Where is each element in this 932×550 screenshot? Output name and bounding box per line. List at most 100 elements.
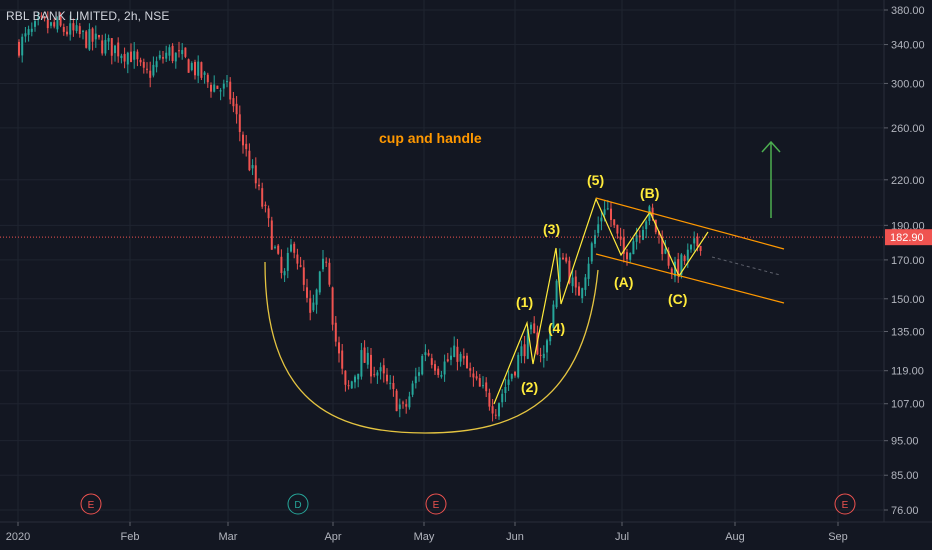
candle	[677, 252, 680, 283]
candle	[43, 16, 46, 22]
wave-label: (A)	[614, 274, 633, 290]
candle	[325, 257, 328, 267]
candle	[546, 338, 548, 361]
candle	[661, 230, 664, 261]
candle	[94, 25, 97, 48]
candle	[299, 256, 302, 268]
candle	[347, 380, 350, 390]
candle	[699, 245, 702, 256]
candle	[46, 11, 49, 34]
candle	[24, 26, 27, 43]
candle	[40, 12, 43, 20]
wave-label: (C)	[668, 291, 687, 307]
arrow-up-icon	[761, 140, 781, 218]
candle	[126, 51, 129, 74]
candle	[427, 349, 430, 357]
candle	[443, 354, 446, 382]
time-tick-label: Jul	[615, 531, 629, 543]
candle	[494, 409, 497, 420]
candle	[632, 237, 635, 255]
candle	[88, 23, 91, 51]
candle	[190, 61, 193, 72]
candle	[386, 368, 388, 385]
candle	[379, 362, 382, 380]
candle	[526, 327, 529, 360]
candle	[488, 388, 491, 411]
candle	[34, 19, 36, 32]
candle	[251, 159, 254, 176]
candle	[267, 205, 270, 227]
price-axis[interactable]: 380.00340.00300.00260.00220.00190.00170.…	[883, 0, 932, 550]
candle	[530, 322, 532, 335]
candle	[248, 143, 251, 172]
candle	[200, 61, 203, 80]
candle	[482, 376, 484, 389]
candle	[242, 131, 244, 154]
time-tick-label: Apr	[324, 531, 341, 543]
candle	[459, 351, 462, 367]
candle	[280, 249, 283, 279]
time-tick-label: Sep	[828, 531, 848, 543]
candle	[264, 201, 267, 213]
candle	[152, 56, 155, 78]
cup-curve	[264, 261, 599, 434]
candle	[293, 241, 296, 259]
candle	[229, 77, 232, 105]
candle	[587, 257, 590, 287]
candle	[245, 135, 248, 157]
candle	[66, 26, 68, 37]
event-marker[interactable]: E	[834, 493, 856, 515]
candle	[462, 348, 465, 365]
candle	[357, 373, 360, 388]
current-price-label: 182.90	[890, 232, 924, 244]
candle	[533, 316, 536, 334]
event-marker[interactable]: E	[80, 493, 102, 515]
candle	[389, 375, 392, 390]
event-marker-label: E	[433, 500, 440, 511]
candle	[456, 338, 459, 371]
time-axis[interactable]: 2020 Feb Mar Apr May Jun Jul Aug Sep	[0, 521, 932, 550]
candle	[645, 219, 648, 239]
price-axis-bg	[884, 0, 932, 550]
candle	[520, 340, 523, 364]
drawing-layer: cup and handle (1) (2) (3) (4) (5) (A) (B) (C)	[0, 130, 884, 434]
candle	[187, 58, 190, 73]
candle	[158, 50, 161, 61]
candle	[85, 30, 88, 49]
candle	[686, 243, 689, 268]
candle	[501, 389, 504, 408]
candle	[62, 23, 65, 36]
grid-layer	[0, 0, 884, 522]
candle	[146, 62, 148, 74]
candle	[414, 367, 417, 389]
candle	[274, 245, 276, 250]
candle	[216, 85, 219, 89]
candle	[574, 270, 577, 296]
candle	[693, 231, 696, 252]
candle	[485, 377, 488, 398]
candle	[315, 288, 318, 314]
candle	[238, 105, 241, 142]
event-marker[interactable]: D	[287, 493, 309, 515]
price-tick-label: 135.00	[891, 327, 925, 339]
event-marker-label: D	[294, 500, 301, 511]
price-tick-label: 380.00	[891, 5, 925, 17]
event-marker[interactable]: E	[425, 493, 447, 515]
candle	[507, 370, 510, 392]
wave-label: (4)	[548, 320, 565, 336]
candle	[30, 22, 33, 37]
price-tick-label: 170.00	[891, 255, 925, 267]
candle	[610, 201, 612, 228]
price-tick-label: 260.00	[891, 123, 925, 135]
candle	[235, 96, 238, 124]
candle	[498, 402, 500, 420]
price-tick-label: 76.00	[891, 505, 919, 517]
candle	[360, 342, 363, 380]
candle	[558, 248, 561, 287]
candle	[690, 244, 692, 253]
candle	[402, 400, 404, 409]
candle	[562, 252, 564, 260]
